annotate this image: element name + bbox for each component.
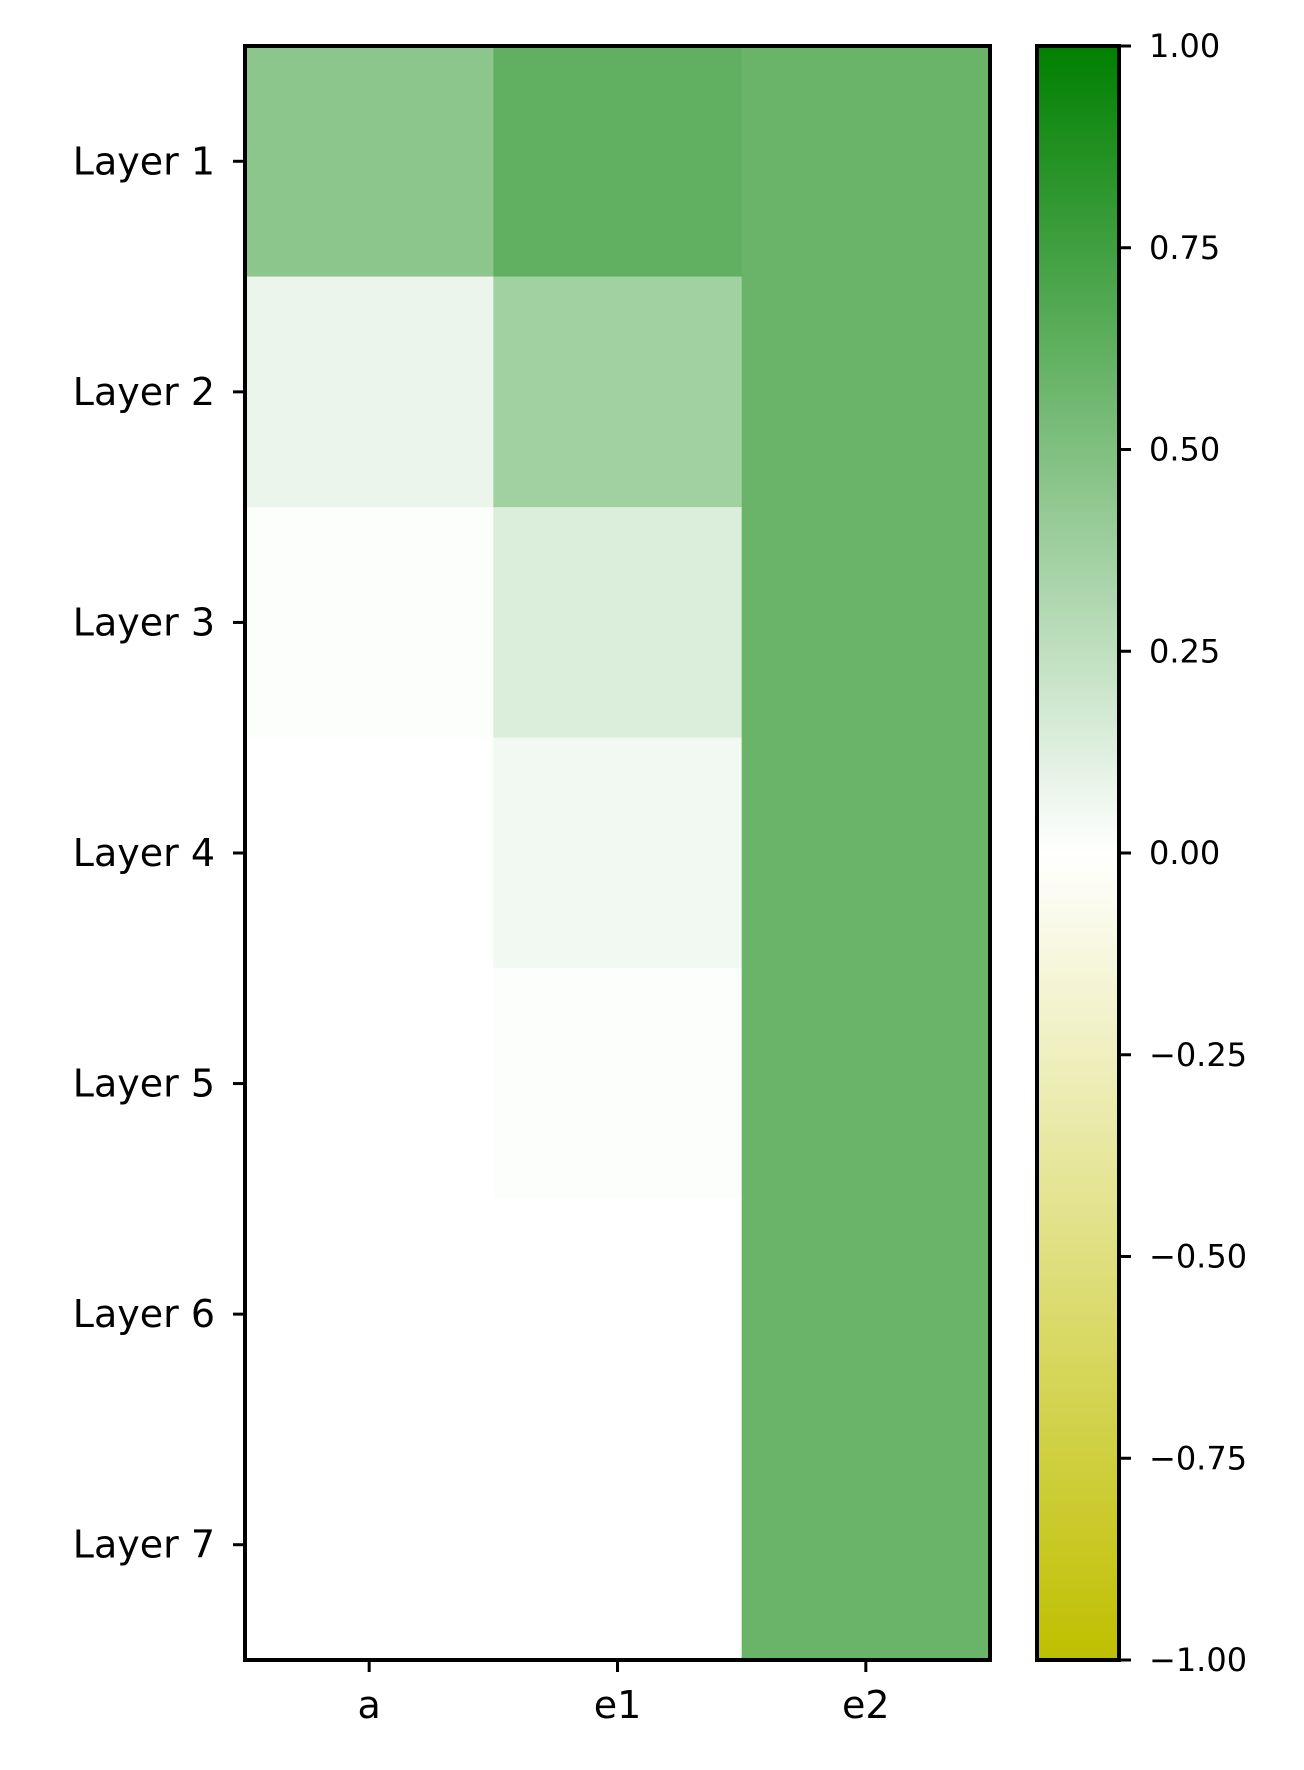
- heatmap-cell: [493, 737, 743, 969]
- y-axis: Layer 1 Layer 2 Layer 3 Layer 4 Layer 5 Layer…: [73, 139, 245, 1567]
- heatmap-cell: [245, 968, 494, 1200]
- heatmap-cells: [245, 46, 991, 1661]
- y-tick-label: Layer 4: [73, 831, 215, 875]
- x-tick-label: a: [358, 1683, 381, 1727]
- heatmap-cell: [741, 1429, 991, 1661]
- heatmap-cell: [741, 507, 991, 739]
- heatmap-cell: [741, 968, 991, 1200]
- x-tick-label: e2: [842, 1683, 890, 1727]
- heatmap-cell: [741, 276, 991, 508]
- y-tick-label: Layer 7: [73, 1523, 215, 1567]
- heatmap-cell: [245, 1198, 494, 1431]
- colorbar-tick-label: −1.00: [1149, 1641, 1247, 1679]
- y-tick-label: Layer 6: [73, 1292, 215, 1336]
- colorbar-tick-label: −0.75: [1149, 1439, 1247, 1477]
- colorbar-tick-label: 1.00: [1149, 27, 1220, 65]
- colorbar-axis: 1.00 0.75 0.50 0.25 0.00 −0.25 −0.50 −0.75 −1.00: [1119, 27, 1247, 1679]
- colorbar-tick-label: 0.00: [1149, 834, 1220, 872]
- x-axis: a e1 e2: [358, 1660, 890, 1727]
- heatmap-cell: [493, 1429, 743, 1661]
- colorbar-tick-label: 0.50: [1149, 431, 1220, 469]
- heatmap-cell: [245, 46, 494, 278]
- x-tick-label: e1: [594, 1683, 642, 1727]
- heatmap-cell: [493, 507, 743, 739]
- colorbar-tick-label: −0.25: [1149, 1036, 1247, 1074]
- heatmap-cell: [245, 276, 494, 508]
- heatmap-cell: [245, 1429, 494, 1661]
- heatmap-cell: [493, 276, 743, 508]
- heatmap-cell: [741, 46, 991, 278]
- y-tick-label: Layer 3: [73, 600, 215, 644]
- y-tick-label: Layer 5: [73, 1062, 215, 1106]
- colorbar-tick-label: −0.50: [1149, 1238, 1247, 1276]
- y-tick-label: Layer 2: [73, 370, 215, 414]
- heatmap-cell: [493, 1198, 743, 1431]
- heatmap-cell: [741, 737, 991, 969]
- y-tick-label: Layer 1: [73, 139, 215, 183]
- colorbar: [1035, 44, 1121, 1662]
- heatmap-cell: [493, 968, 743, 1200]
- colorbar-tick-label: 0.75: [1149, 229, 1220, 267]
- heatmap-cell: [741, 1198, 991, 1431]
- heatmap-cell: [493, 46, 743, 278]
- heatmap-cell: [245, 507, 494, 739]
- heatmap-cell: [245, 737, 494, 969]
- colorbar-tick-label: 0.25: [1149, 632, 1220, 670]
